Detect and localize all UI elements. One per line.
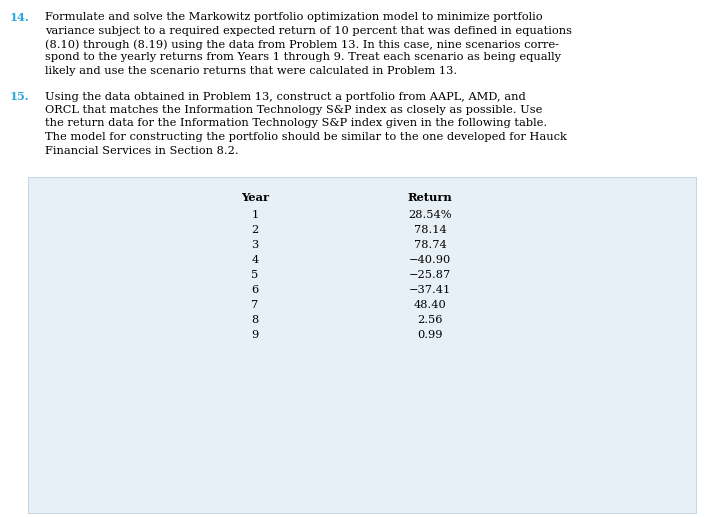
Text: likely and use the scenario returns that were calculated in Problem 13.: likely and use the scenario returns that… [45, 66, 457, 76]
Text: 48.40: 48.40 [413, 300, 447, 310]
Text: 3: 3 [251, 240, 258, 250]
Text: Return: Return [408, 192, 452, 203]
Text: (8.10) through (8.19) using the data from Problem 13. In this case, nine scenari: (8.10) through (8.19) using the data fro… [45, 39, 559, 50]
Text: Year: Year [241, 192, 269, 203]
Text: 28.54%: 28.54% [408, 210, 452, 220]
Text: 5: 5 [251, 270, 258, 280]
Text: The model for constructing the portfolio should be similar to the one developed : The model for constructing the portfolio… [45, 132, 567, 142]
Text: 78.74: 78.74 [413, 240, 447, 250]
Text: spond to the yearly returns from Years 1 through 9. Treat each scenario as being: spond to the yearly returns from Years 1… [45, 53, 561, 63]
Text: 1: 1 [251, 210, 258, 220]
Text: Using the data obtained in Problem 13, construct a portfolio from AAPL, AMD, and: Using the data obtained in Problem 13, c… [45, 92, 526, 101]
Text: ORCL that matches the Information Technology S&P index as closely as possible. U: ORCL that matches the Information Techno… [45, 105, 542, 115]
Text: 4: 4 [251, 255, 258, 265]
Text: the return data for the Information Technology S&P index given in the following : the return data for the Information Tech… [45, 118, 547, 129]
FancyBboxPatch shape [28, 177, 696, 513]
Text: −37.41: −37.41 [409, 285, 451, 295]
Text: 6: 6 [251, 285, 258, 295]
Text: 8: 8 [251, 315, 258, 325]
Text: 9: 9 [251, 330, 258, 340]
Text: 14.: 14. [10, 12, 30, 23]
Text: 2: 2 [251, 225, 258, 235]
Text: 15.: 15. [10, 92, 30, 102]
Text: variance subject to a required expected return of 10 percent that was defined in: variance subject to a required expected … [45, 25, 572, 36]
Text: 2.56: 2.56 [417, 315, 443, 325]
Text: −25.87: −25.87 [409, 270, 451, 280]
Text: Formulate and solve the Markowitz portfolio optimization model to minimize portf: Formulate and solve the Markowitz portfo… [45, 12, 542, 22]
Text: Financial Services in Section 8.2.: Financial Services in Section 8.2. [45, 145, 239, 156]
Text: 7: 7 [251, 300, 258, 310]
Text: −40.90: −40.90 [409, 255, 451, 265]
Text: 0.99: 0.99 [417, 330, 443, 340]
Text: 78.14: 78.14 [413, 225, 447, 235]
